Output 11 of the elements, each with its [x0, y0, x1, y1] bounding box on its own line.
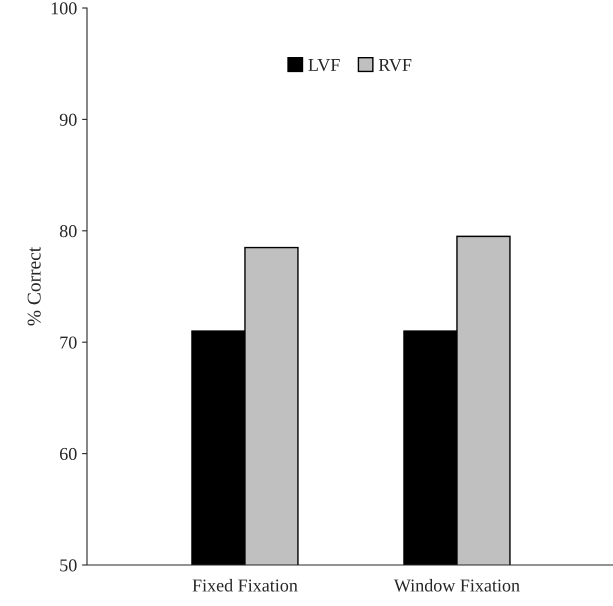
y-tick-label: 60 [60, 448, 77, 460]
y-axis-title: % Correct [28, 246, 41, 326]
y-tick-label: 90 [60, 114, 77, 126]
y-tick-label: 80 [60, 225, 77, 238]
x-tick-label: Window Fixation [394, 578, 520, 592]
legend-label: LVF [308, 59, 340, 72]
legend-label: RVF [378, 59, 412, 72]
x-tick-label: Fixed Fixation [192, 578, 298, 592]
y-tick-label: 70 [60, 336, 77, 349]
y-tick-label: 50 [60, 559, 77, 572]
y-tick-label: 100 [52, 2, 77, 14]
